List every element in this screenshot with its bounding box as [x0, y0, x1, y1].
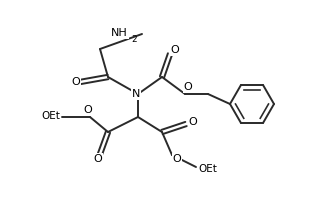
Text: O: O [93, 154, 102, 164]
Text: O: O [84, 105, 92, 115]
Text: N: N [132, 89, 140, 99]
Text: NH: NH [111, 28, 128, 38]
Text: O: O [173, 154, 181, 164]
Text: O: O [171, 45, 179, 55]
Text: O: O [72, 77, 80, 87]
Text: O: O [183, 82, 192, 92]
Text: OEt: OEt [41, 111, 60, 121]
Text: O: O [189, 117, 197, 127]
Text: OEt: OEt [198, 164, 217, 174]
Text: 2: 2 [131, 35, 137, 44]
